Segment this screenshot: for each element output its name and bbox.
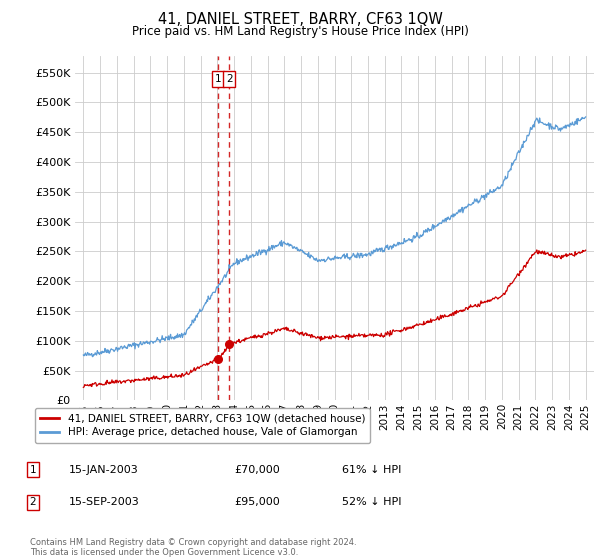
Text: 2: 2 (29, 497, 37, 507)
Text: £95,000: £95,000 (234, 497, 280, 507)
Text: Price paid vs. HM Land Registry's House Price Index (HPI): Price paid vs. HM Land Registry's House … (131, 25, 469, 38)
Text: 2: 2 (226, 74, 233, 83)
Legend: 41, DANIEL STREET, BARRY, CF63 1QW (detached house), HPI: Average price, detache: 41, DANIEL STREET, BARRY, CF63 1QW (deta… (35, 408, 370, 442)
Text: 15-JAN-2003: 15-JAN-2003 (69, 465, 139, 475)
Text: 1: 1 (29, 465, 37, 475)
Text: £70,000: £70,000 (234, 465, 280, 475)
Text: 1: 1 (215, 74, 221, 83)
Text: 61% ↓ HPI: 61% ↓ HPI (342, 465, 401, 475)
Text: 41, DANIEL STREET, BARRY, CF63 1QW: 41, DANIEL STREET, BARRY, CF63 1QW (158, 12, 442, 27)
Text: 15-SEP-2003: 15-SEP-2003 (69, 497, 140, 507)
Text: Contains HM Land Registry data © Crown copyright and database right 2024.
This d: Contains HM Land Registry data © Crown c… (30, 538, 356, 557)
Text: 52% ↓ HPI: 52% ↓ HPI (342, 497, 401, 507)
